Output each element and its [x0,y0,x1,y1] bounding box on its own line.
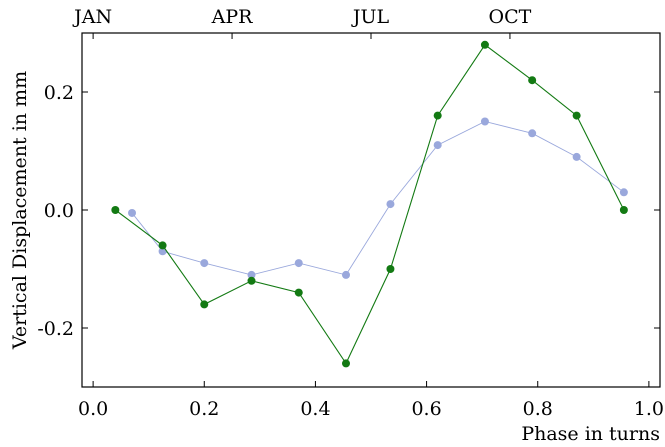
x-tick-label: 0.6 [411,398,441,420]
series-2-point [294,288,303,297]
series-2-point [386,265,395,273]
series-1-point [480,117,489,126]
x-tick-label: 0.2 [189,398,219,420]
series-1-point [294,259,303,268]
month-label: OCT [489,6,532,28]
y-tick-label: 0.2 [44,82,74,104]
series-2-point [433,111,442,120]
series-1-point [572,152,581,161]
series-2-point [200,300,209,309]
series-1-point [128,208,137,217]
series-2 [111,40,628,368]
series-1-point [341,270,350,279]
series-2-point [247,276,256,285]
series-1-point [619,188,628,197]
x-axis-label: Phase in turns [521,423,660,445]
tick-labels: 0.0 0.2 0.4 0.6 0.8 1.0 -0.2 0.0 0.2 [37,82,664,420]
month-labels: JAN APR JUL OCT [72,6,532,28]
ticks [82,33,660,387]
month-label: JAN [72,6,112,28]
month-label: JUL [351,6,390,28]
series-2-point [572,111,581,120]
series-2-point [111,206,120,214]
series-2-point [341,359,350,368]
month-label: APR [211,6,254,28]
series-1-line [131,121,625,276]
series-1-point [433,141,442,150]
series-1-point [158,247,167,256]
series-1-point [528,129,537,138]
series-1-point [200,259,209,268]
x-tick-label: 0.8 [523,398,553,420]
series-1-point [247,270,256,279]
y-tick-label: 0.0 [44,200,74,222]
x-tick-label: 0.0 [78,398,108,420]
series-layer [111,40,628,368]
series-2-point [619,206,628,214]
series-1 [128,117,628,279]
x-tick-label: 0.4 [300,398,330,420]
y-axis-label: Vertical Displacement in mm [9,71,31,350]
x-tick-label: 1.0 [634,398,664,420]
series-2-point [158,241,167,250]
y-tick-label: -0.2 [37,318,74,340]
series-2-point [480,40,489,49]
series-1-point [386,200,395,209]
plot-frame [81,32,661,388]
series-2-point [528,76,537,85]
series-2-line [115,44,625,365]
